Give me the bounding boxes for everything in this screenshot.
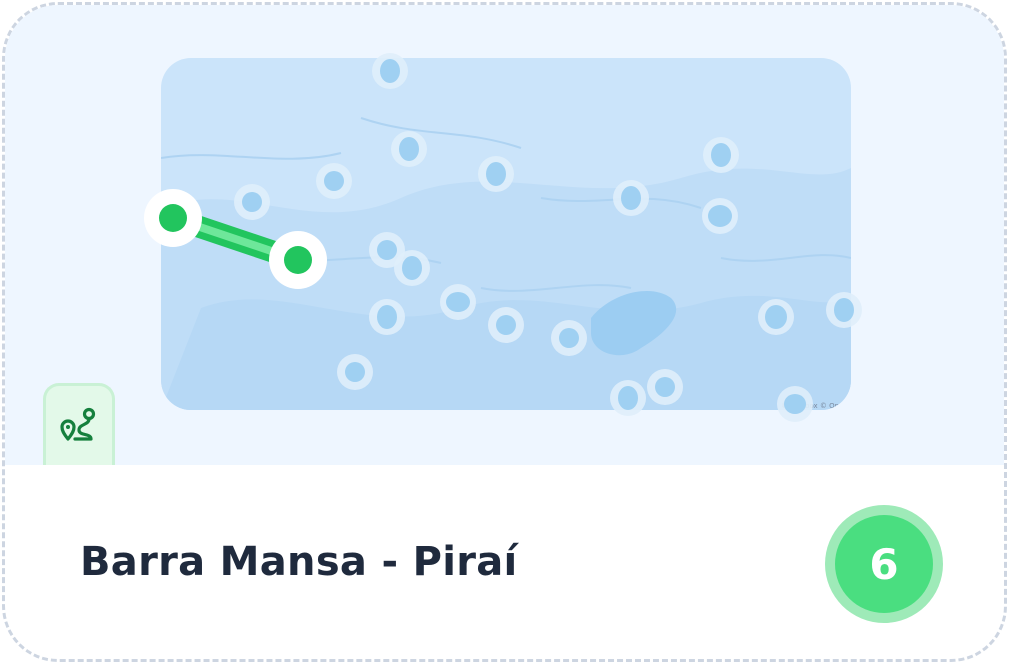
route-title: Barra Mansa - Piraí xyxy=(80,539,518,585)
map-pin[interactable] xyxy=(777,386,813,422)
route-count-badge: 6 xyxy=(825,505,943,623)
map-pin[interactable] xyxy=(610,380,646,416)
route-icon xyxy=(60,407,96,441)
map-pin[interactable] xyxy=(391,131,427,167)
map-pin[interactable] xyxy=(826,292,862,328)
map-pin[interactable] xyxy=(369,299,405,335)
route-type-badge xyxy=(43,383,115,465)
map-attribution: © Mapbox © OpenStreetMap xyxy=(781,402,851,410)
map-pin[interactable] xyxy=(394,250,430,286)
map-pin[interactable] xyxy=(613,180,649,216)
map-pin[interactable] xyxy=(440,284,476,320)
map-pin[interactable] xyxy=(316,163,352,199)
route-count-value: 6 xyxy=(835,515,933,613)
map-pin[interactable] xyxy=(478,156,514,192)
map-area: © Mapbox © OpenStreetMap xyxy=(5,5,1004,465)
map-pin[interactable] xyxy=(551,320,587,356)
map-pin[interactable] xyxy=(337,354,373,390)
map-pin[interactable] xyxy=(647,369,683,405)
map-pin[interactable] xyxy=(488,307,524,343)
route-start-marker[interactable] xyxy=(144,189,202,247)
map-pin[interactable] xyxy=(758,299,794,335)
map-pin[interactable] xyxy=(702,198,738,234)
map-pin[interactable] xyxy=(703,137,739,173)
map-pin[interactable] xyxy=(372,53,408,89)
map-markers xyxy=(144,53,862,422)
map-pin[interactable] xyxy=(369,232,405,268)
route-end-marker[interactable] xyxy=(269,231,327,289)
map-pin[interactable] xyxy=(234,184,270,220)
